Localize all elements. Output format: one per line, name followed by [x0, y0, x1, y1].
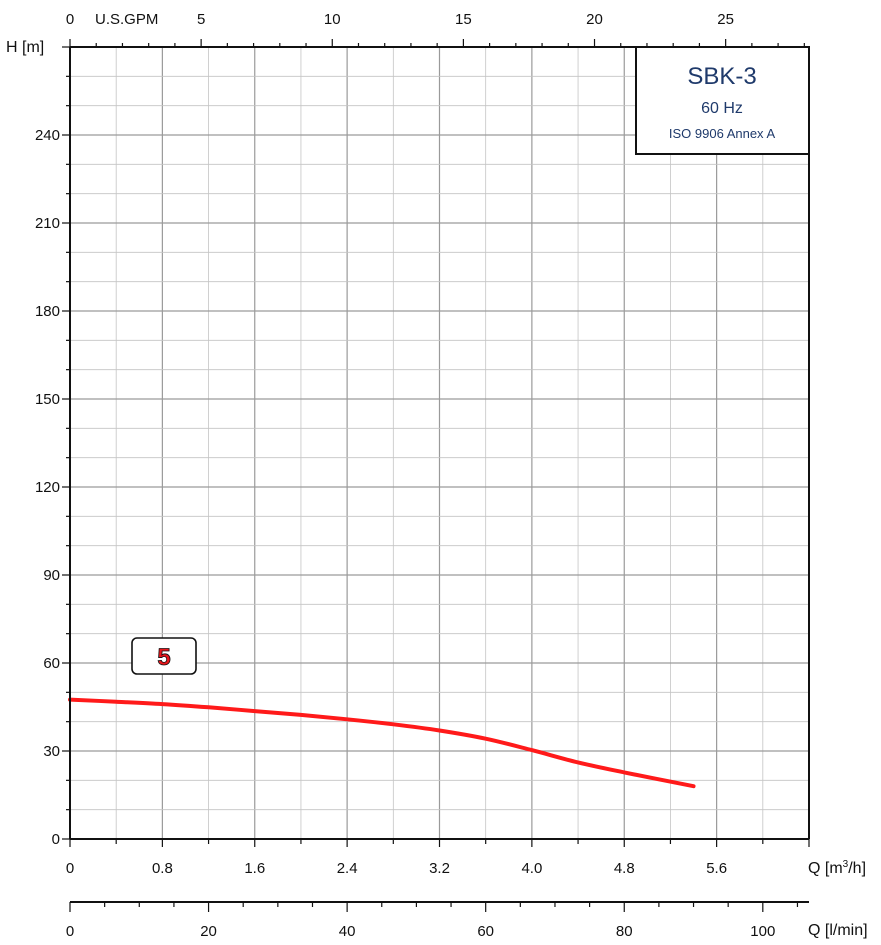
x-tick-label-lmin: 80 [616, 923, 633, 940]
x-tick-label-m3h: 0.8 [152, 860, 173, 877]
plot-grid [69, 46, 810, 840]
legend-model: SBK-3 [687, 63, 756, 90]
legend-standard: ISO 9906 Annex A [669, 126, 776, 141]
y-tick-label: 150 [35, 391, 60, 408]
x-tick-label-gpm: 20 [586, 11, 603, 28]
y-tick-label: 60 [43, 655, 60, 672]
x-tick-label-lmin: 100 [750, 923, 775, 940]
x-tick-label-lmin: 0 [66, 923, 74, 940]
y-tick-label: 90 [43, 567, 60, 584]
y-tick-label: 240 [35, 127, 60, 144]
curve-label-5: 5 [131, 637, 197, 675]
x-tick-label-m3h: 2.4 [337, 860, 358, 877]
top-axis-unit-label: U.S.GPM [95, 11, 158, 28]
y-tick-label: 0 [52, 831, 60, 848]
x-tick-label-gpm: 15 [455, 11, 472, 28]
x-tick-label-m3h: 1.6 [244, 860, 265, 877]
y-tick-label: 30 [43, 743, 60, 760]
x-tick-label-gpm: 0 [66, 11, 74, 28]
x-tick-label-m3h: 3.2 [429, 860, 450, 877]
series-line-5 [68, 697, 696, 789]
legend-frequency: 60 Hz [701, 100, 743, 117]
x-tick-label-lmin: 20 [200, 923, 217, 940]
y-axis-label: H [m] [6, 39, 44, 56]
x-tick-label-lmin: 40 [339, 923, 356, 940]
x-axis-lmin-label: Q [l/min] [808, 922, 868, 939]
x-axis-m3h-label: Q [m3/h] [808, 859, 866, 877]
legend-box: SBK-3 60 Hz ISO 9906 Annex A [635, 46, 810, 155]
x-tick-label-gpm: 5 [197, 11, 205, 28]
y-tick-label: 210 [35, 215, 60, 232]
x-tick-label-gpm: 10 [324, 11, 341, 28]
x-tick-label-gpm: 25 [717, 11, 734, 28]
x-tick-label-m3h: 0 [66, 860, 74, 877]
y-tick-label: 180 [35, 303, 60, 320]
x-tick-label-m3h: 4.0 [521, 860, 542, 877]
curve-layer [68, 697, 696, 789]
x-tick-label-m3h: 5.6 [706, 860, 727, 877]
x-tick-label-m3h: 4.8 [614, 860, 635, 877]
curve-label-text: 5 [157, 644, 170, 671]
y-tick-label: 120 [35, 479, 60, 496]
x-tick-label-lmin: 60 [477, 923, 494, 940]
